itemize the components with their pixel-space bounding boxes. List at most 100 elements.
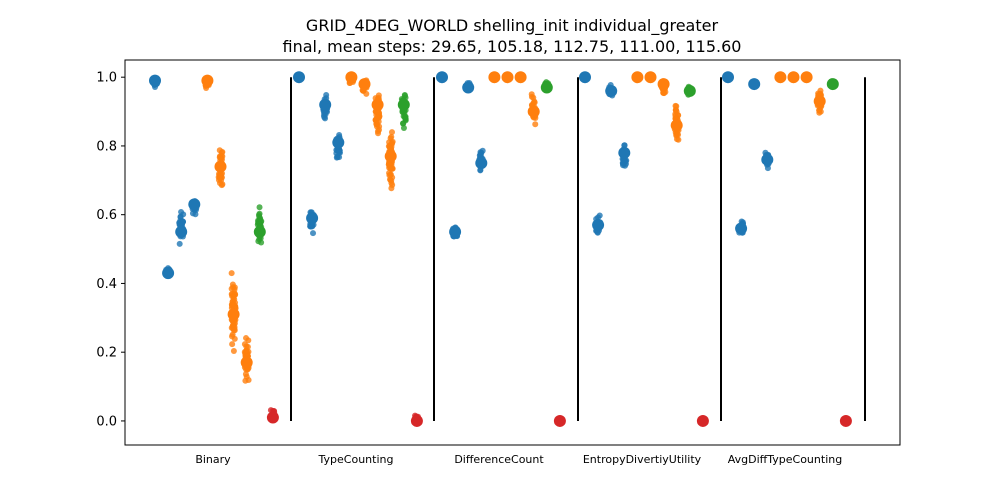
mean-point xyxy=(188,198,201,211)
data-point xyxy=(375,92,382,99)
data-point xyxy=(388,129,395,136)
x-tick-label: EntropyDivertiyUtility xyxy=(583,453,702,466)
strip-green xyxy=(540,79,553,94)
mean-point xyxy=(631,71,644,84)
strip-blue xyxy=(761,149,774,172)
strip-orange xyxy=(670,102,683,143)
data-point xyxy=(230,294,237,301)
strip-orange xyxy=(527,91,540,128)
mean-point xyxy=(540,81,553,94)
strip-blue xyxy=(149,74,161,91)
data-point xyxy=(660,90,667,97)
data-point xyxy=(672,111,679,118)
strip-blue xyxy=(162,265,175,280)
data-point xyxy=(231,324,238,331)
strip-blue xyxy=(605,82,618,99)
data-point xyxy=(257,215,264,222)
data-point xyxy=(674,130,681,137)
y-tick-label: 0.2 xyxy=(96,346,117,361)
mean-point xyxy=(227,308,240,321)
mean-point xyxy=(306,212,319,225)
data-point xyxy=(245,377,252,384)
data-point xyxy=(228,270,235,277)
data-point xyxy=(189,210,196,217)
data-point xyxy=(218,171,225,178)
mean-point xyxy=(696,414,709,427)
data-point xyxy=(229,302,236,309)
mean-point xyxy=(462,81,475,94)
mean-point xyxy=(345,71,358,84)
data-point xyxy=(363,90,370,97)
strip-green xyxy=(253,204,266,246)
x-tick-label: Binary xyxy=(195,453,231,466)
mean-point xyxy=(175,225,188,238)
data-point xyxy=(333,154,340,161)
y-tick-label: 0.4 xyxy=(96,277,117,292)
strip-orange xyxy=(644,71,657,84)
strip-orange xyxy=(631,71,644,84)
mean-point xyxy=(293,71,305,84)
data-point xyxy=(228,285,235,292)
mean-point xyxy=(722,71,734,84)
mean-point xyxy=(488,71,501,84)
mean-point xyxy=(579,71,591,84)
data-point xyxy=(388,179,395,186)
data-point xyxy=(376,126,383,133)
mean-point xyxy=(436,71,448,84)
mean-point xyxy=(761,153,774,166)
chart-subtitle: final, mean steps: 29.65, 105.18, 112.75… xyxy=(283,37,742,56)
strip-blue xyxy=(188,198,201,218)
mean-point xyxy=(553,414,566,427)
strip-orange xyxy=(657,78,670,97)
mean-point xyxy=(319,98,332,111)
mean-point xyxy=(384,150,397,163)
mean-point xyxy=(527,105,540,118)
strip-blue xyxy=(293,71,305,84)
data-point xyxy=(387,171,394,178)
strip-orange xyxy=(345,71,358,87)
data-point xyxy=(596,212,603,219)
data-point xyxy=(478,150,485,157)
mean-point xyxy=(253,225,266,238)
data-point xyxy=(401,113,408,120)
data-point xyxy=(400,124,407,131)
strip-red xyxy=(266,407,279,424)
strip-orange xyxy=(774,71,787,84)
mean-point xyxy=(644,71,657,84)
mean-point xyxy=(657,78,670,91)
mean-point xyxy=(839,414,852,427)
strip-green xyxy=(397,92,410,131)
strip-blue xyxy=(748,78,761,91)
data-point xyxy=(336,149,343,156)
strip-blue xyxy=(735,218,748,236)
mean-point xyxy=(800,71,813,84)
strip-orange xyxy=(240,335,253,384)
data-point xyxy=(219,181,226,188)
strip-orange xyxy=(371,92,384,137)
plot-frame xyxy=(124,59,901,446)
strip-orange xyxy=(800,71,813,84)
strip-blue xyxy=(618,142,631,169)
strip-green xyxy=(683,83,696,98)
mean-point xyxy=(501,71,514,84)
data-point xyxy=(229,341,236,348)
strip-red xyxy=(839,414,852,427)
strip-orange xyxy=(787,71,800,84)
strip-green xyxy=(826,78,839,91)
mean-point xyxy=(332,136,345,149)
data-point xyxy=(528,91,535,98)
mean-point xyxy=(787,71,800,84)
strip-blue xyxy=(319,91,332,122)
mean-point xyxy=(670,119,683,132)
data-point xyxy=(216,154,223,161)
y-tick-label: 0.0 xyxy=(96,414,117,429)
data-point xyxy=(531,99,538,106)
mean-point xyxy=(813,95,826,108)
mean-point xyxy=(514,71,527,84)
mean-point xyxy=(240,356,253,369)
strip-blue xyxy=(462,80,475,94)
strip-red xyxy=(553,414,566,427)
strip-blue xyxy=(436,71,448,84)
x-tick-label: AvgDiffTypeCounting xyxy=(728,453,842,466)
